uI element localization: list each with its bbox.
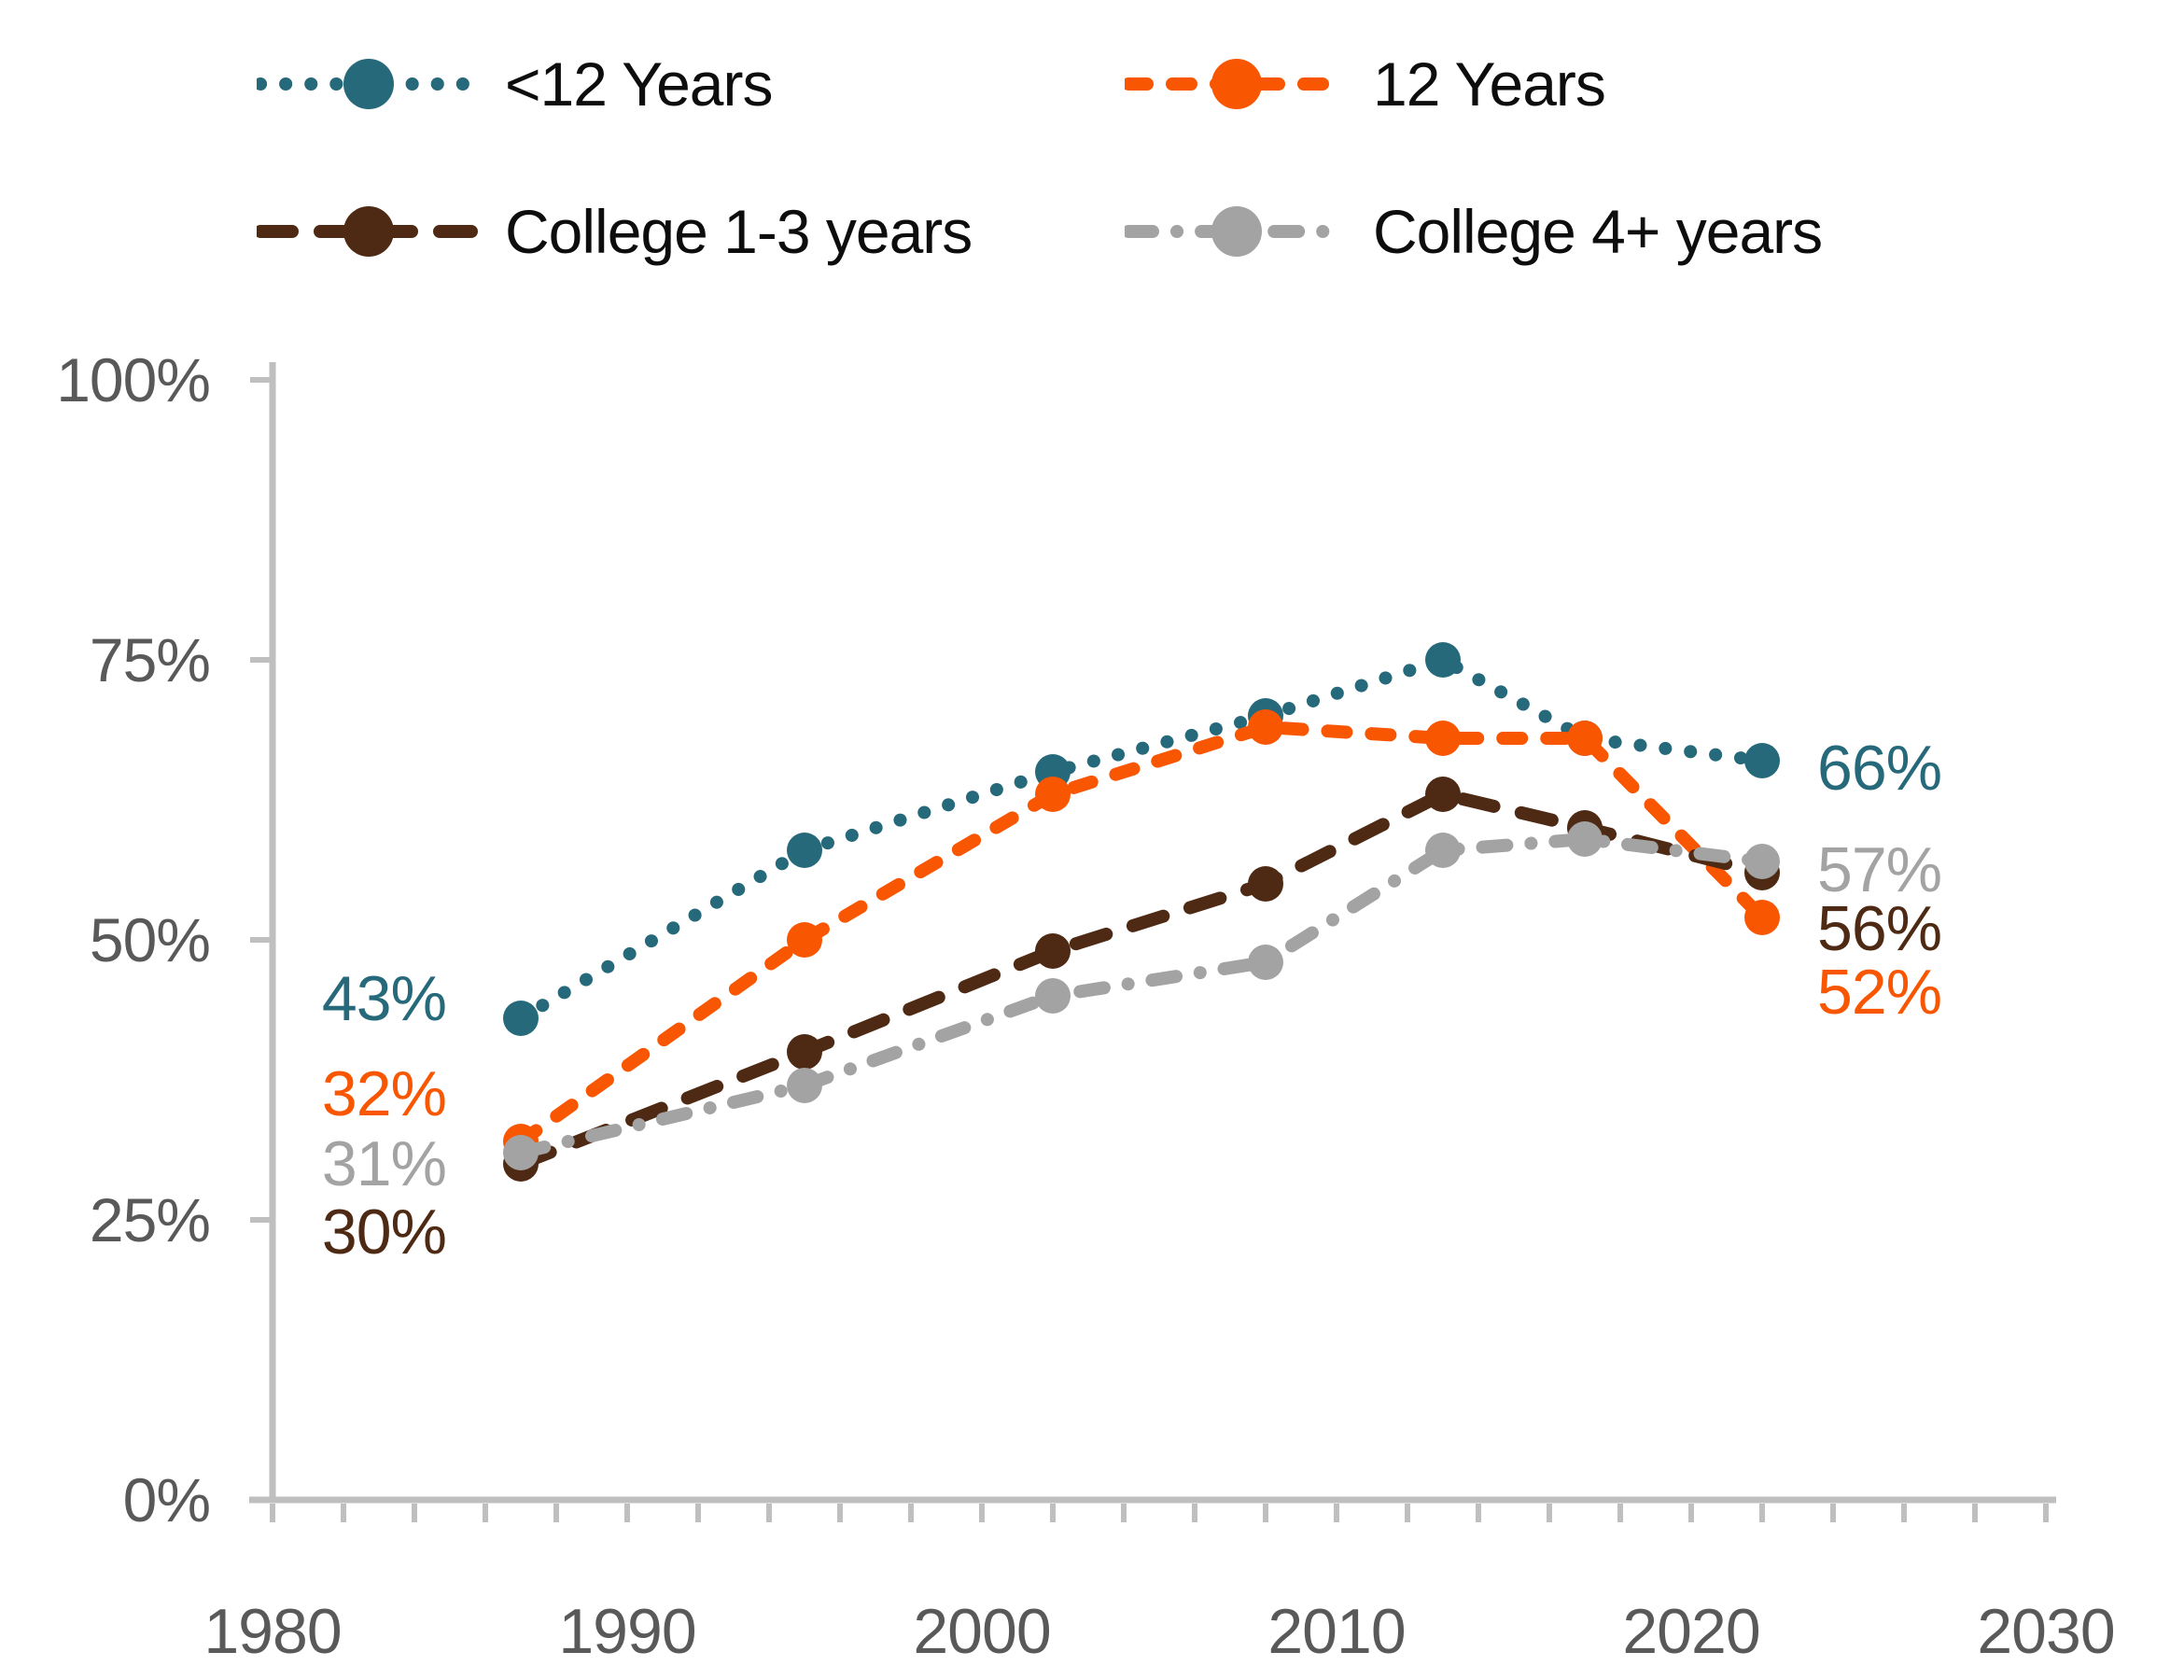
data-point-marker (1248, 709, 1283, 745)
end-value-label: 56% (1817, 893, 1941, 964)
x-axis-tick-label: 2020 (1622, 1596, 1759, 1667)
line-sample-icon (1125, 59, 1349, 109)
x-axis-tick-label: 2000 (913, 1596, 1050, 1667)
legend-item-college-4plus-years: College 4+ years (1125, 180, 1823, 283)
start-value-label: 31% (322, 1128, 446, 1199)
data-point-marker (503, 1001, 539, 1036)
legend-item-12-years: 12 Years (1125, 33, 1822, 135)
end-value-label: 52% (1817, 957, 1941, 1028)
series-line-3 (514, 833, 1769, 1159)
data-point-marker (1035, 933, 1071, 969)
series-line-1 (514, 721, 1769, 1148)
data-point-marker (1425, 777, 1461, 812)
y-axis-tick-label: 0% (123, 1465, 210, 1534)
y-axis-tick-label: 100% (56, 345, 210, 414)
data-point-marker (1744, 900, 1780, 935)
data-point-marker (787, 922, 822, 958)
data-point-marker (1425, 833, 1461, 868)
legend-label: College 1-3 years (505, 197, 973, 266)
end-value-label: 66% (1817, 733, 1941, 804)
x-axis-tick-label: 2030 (1977, 1596, 2114, 1667)
start-value-label: 30% (322, 1197, 446, 1267)
legend-label: 12 Years (1373, 49, 1606, 119)
data-point-marker (787, 833, 822, 868)
data-point-marker (1744, 844, 1780, 879)
line-sample-icon (257, 206, 481, 257)
legend-label: <12 Years (505, 49, 773, 119)
data-point-marker (1425, 721, 1461, 756)
legend: <12 Years 12 Years College 1-3 years Col… (257, 33, 1823, 283)
y-axis-tick-label: 75% (90, 625, 210, 694)
data-point-marker (503, 1135, 539, 1170)
data-point-marker (787, 1068, 822, 1103)
line-sample-icon (257, 59, 481, 109)
data-point-marker (1035, 777, 1071, 812)
line-sample-icon (1125, 206, 1349, 257)
data-point-marker (1248, 945, 1283, 980)
y-axis-tick-label: 25% (90, 1185, 210, 1254)
data-point-marker (1744, 743, 1780, 778)
data-point-marker (1567, 821, 1603, 857)
legend-label: College 4+ years (1373, 197, 1823, 266)
start-value-label: 43% (322, 963, 446, 1034)
legend-item-less-than-12-years: <12 Years (257, 33, 1125, 135)
data-point-marker (1248, 866, 1283, 902)
end-value-label: 57% (1817, 834, 1941, 905)
data-point-marker (1425, 642, 1461, 678)
legend-item-college-1-3-years: College 1-3 years (257, 180, 1125, 283)
x-axis-tick-label: 1990 (558, 1596, 695, 1667)
data-point-marker (787, 1034, 822, 1070)
start-value-label: 32% (322, 1058, 446, 1129)
data-point-marker (1035, 978, 1071, 1014)
x-axis-tick-label: 1980 (203, 1596, 341, 1667)
x-axis-tick-label: 2010 (1267, 1596, 1405, 1667)
data-point-marker (1567, 721, 1603, 756)
y-axis-tick-label: 50% (90, 905, 210, 974)
